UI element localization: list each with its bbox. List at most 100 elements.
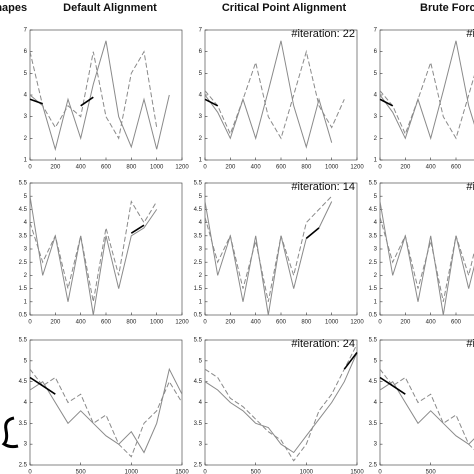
plot-frame <box>379 182 474 316</box>
y-tick-label: 2.5 <box>19 260 28 266</box>
x-tick-label: 1000 <box>125 470 139 474</box>
y-tick-label: 4.5 <box>194 207 203 213</box>
x-tick-label: 500 <box>426 470 437 474</box>
column-header: Default Alignment <box>63 2 157 14</box>
y-tick-label: 5 <box>199 71 203 77</box>
series-line <box>29 367 183 454</box>
x-tick-label: 1200 <box>175 165 189 171</box>
plot-frame <box>204 182 358 316</box>
y-tick-label: 5.5 <box>369 338 378 344</box>
x-tick-label: 0 <box>28 165 32 171</box>
plot-frame <box>379 339 474 466</box>
y-tick-label: 2.5 <box>369 463 378 469</box>
annotation: #iteration: 24 <box>291 338 355 350</box>
y-tick-label: 2 <box>24 273 28 279</box>
x-tick-label: 600 <box>451 320 462 326</box>
y-tick-label: 3.5 <box>19 421 28 427</box>
plot-frame <box>29 182 183 316</box>
series-line <box>29 40 170 152</box>
series-line <box>379 98 394 107</box>
series-line <box>343 352 358 370</box>
x-tick-label: 400 <box>426 320 437 326</box>
y-tick-label: 4 <box>374 220 378 226</box>
x-tick-label: 600 <box>101 165 112 171</box>
x-tick-label: 0 <box>378 470 382 474</box>
x-tick-label: 600 <box>451 165 462 171</box>
y-tick-label: 7 <box>199 28 203 34</box>
y-tick-label: 6 <box>374 49 378 55</box>
shape-glyph <box>1 416 19 449</box>
x-tick-label: 400 <box>251 320 262 326</box>
series-line <box>204 201 333 316</box>
series-line <box>204 343 358 462</box>
x-tick-label: 800 <box>126 165 137 171</box>
x-tick-label: 200 <box>400 165 411 171</box>
y-tick-label: 4.5 <box>194 379 203 385</box>
y-tick-label: 4 <box>374 93 378 99</box>
y-tick-label: 5 <box>199 358 203 364</box>
column-header: Brute Force <box>420 2 474 14</box>
series-line <box>29 96 94 107</box>
y-tick-label: 3 <box>199 114 203 120</box>
y-tick-label: 1.5 <box>194 286 203 292</box>
y-tick-label: 4.5 <box>19 207 28 213</box>
y-tick-label: 6 <box>199 49 203 55</box>
y-tick-label: 4 <box>374 400 378 406</box>
y-tick-label: 3.5 <box>369 233 378 239</box>
plot-frame <box>29 339 183 466</box>
x-tick-label: 1000 <box>300 470 314 474</box>
x-tick-label: 500 <box>76 470 87 474</box>
x-tick-label: 1000 <box>150 165 164 171</box>
plot-frame <box>204 29 358 161</box>
series-line <box>379 376 406 395</box>
y-tick-label: 4 <box>199 93 203 99</box>
y-tick-label: 3.5 <box>369 421 378 427</box>
y-tick-label: 4.5 <box>369 379 378 385</box>
y-tick-label: 5.5 <box>194 338 203 344</box>
series-line <box>29 368 183 458</box>
y-tick-label: 5 <box>24 194 28 200</box>
y-tick-label: 5.5 <box>19 338 28 344</box>
y-tick-label: 2 <box>24 136 28 142</box>
annotation: #iteration: 22 <box>466 28 474 40</box>
y-tick-label: 2 <box>199 273 203 279</box>
y-tick-label: 3.5 <box>194 421 203 427</box>
y-tick-label: 6 <box>24 49 28 55</box>
y-tick-label: 4 <box>24 400 28 406</box>
series-line <box>379 368 474 451</box>
series-line <box>204 195 333 302</box>
y-tick-label: 3 <box>374 247 378 253</box>
x-tick-label: 600 <box>101 320 112 326</box>
y-tick-label: 3 <box>24 247 28 253</box>
series-line <box>204 40 333 149</box>
x-tick-label: 0 <box>203 165 207 171</box>
series-line <box>379 380 474 445</box>
y-tick-label: 3 <box>24 442 28 448</box>
y-tick-label: 1 <box>24 299 28 305</box>
y-tick-label: 1 <box>199 299 203 305</box>
y-tick-label: 0.5 <box>369 313 378 319</box>
y-tick-label: 2 <box>199 136 203 142</box>
x-tick-label: 1200 <box>175 320 189 326</box>
y-tick-label: 5.5 <box>369 181 378 187</box>
series-line <box>204 352 358 454</box>
annotation: #iteration: 22 <box>291 28 355 40</box>
y-tick-label: 0.5 <box>194 313 203 319</box>
x-tick-label: 0 <box>378 165 382 171</box>
annotation: #iteration: 24 <box>466 338 474 350</box>
x-tick-label: 600 <box>276 320 287 326</box>
series-line <box>305 227 320 240</box>
x-tick-label: 200 <box>225 320 236 326</box>
y-tick-label: 5.5 <box>194 181 203 187</box>
y-tick-label: 2 <box>374 273 378 279</box>
series-line <box>29 376 56 395</box>
x-tick-label: 1000 <box>325 165 339 171</box>
y-tick-label: 3.5 <box>19 233 28 239</box>
y-tick-label: 4 <box>199 400 203 406</box>
series-line <box>130 224 145 234</box>
x-tick-label: 0 <box>378 320 382 326</box>
x-tick-label: 0 <box>28 470 32 474</box>
y-tick-label: 4.5 <box>369 207 378 213</box>
x-tick-label: 500 <box>251 470 262 474</box>
